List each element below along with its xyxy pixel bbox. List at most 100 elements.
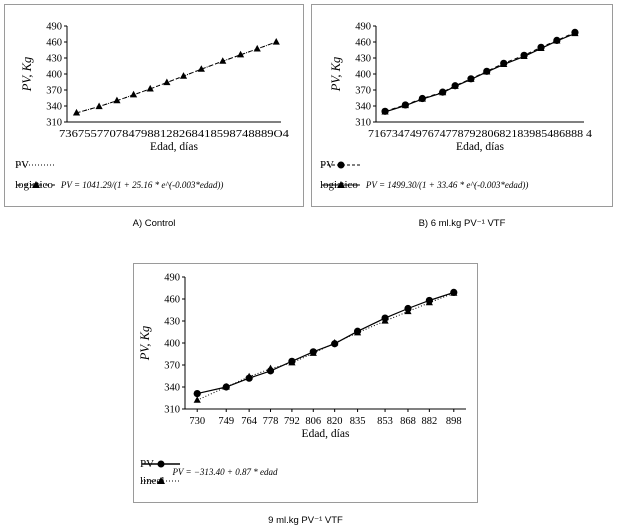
legend-swatch-pv bbox=[17, 164, 55, 166]
y-tick-label: 430 bbox=[46, 54, 62, 65]
y-tick-label: 310 bbox=[355, 118, 371, 129]
y-tick-label: 460 bbox=[355, 38, 371, 49]
data-point-pv bbox=[222, 383, 230, 391]
legend-item-logistico: logistico PV = 1499.30/(1 + 33.46 * e^(-… bbox=[320, 179, 528, 191]
x-tick-label: 820 bbox=[327, 416, 343, 427]
x-tick-label: 853 bbox=[377, 416, 393, 427]
data-point-pv bbox=[425, 296, 433, 305]
x-tick-label: 868 bbox=[400, 416, 416, 427]
data-point-pv bbox=[331, 340, 339, 348]
data-point-pv bbox=[571, 28, 579, 36]
y-tick-label: 340 bbox=[355, 102, 371, 113]
data-point-pv bbox=[404, 304, 412, 313]
chart-b-plot: 310 340 370 400 430 460 490 7167347497674778792… bbox=[329, 22, 593, 154]
data-point-logistico bbox=[113, 96, 121, 104]
chart-panel-c: 310 340 370 400 430 460 490 730 749 764 778 792 806 8… bbox=[133, 263, 478, 503]
y-tick-label: 310 bbox=[164, 405, 180, 416]
data-point-pv bbox=[439, 88, 447, 96]
y-tick-label: 340 bbox=[46, 102, 62, 113]
data-point-pv bbox=[193, 390, 201, 398]
data-point-logistico bbox=[236, 50, 245, 58]
chart-c-plot: 310 340 370 400 430 460 490 730 749 764 778 792 806 8… bbox=[138, 273, 466, 440]
y-tick-label: 370 bbox=[164, 361, 180, 372]
y-tick-label: 460 bbox=[164, 295, 180, 306]
y-axis-title: PV, Kg bbox=[329, 57, 343, 93]
x-tick-label: 764 bbox=[241, 416, 257, 427]
data-point-logistico bbox=[163, 78, 171, 86]
data-point-logistico bbox=[197, 65, 205, 72]
data-point-pv bbox=[266, 367, 275, 375]
y-tick-label: 370 bbox=[355, 86, 371, 97]
series-line-logistico bbox=[384, 32, 576, 113]
y-tick-label: 370 bbox=[46, 86, 62, 97]
y-tick-label: 490 bbox=[355, 22, 371, 33]
chart-caption-a: A) Control bbox=[132, 218, 176, 229]
y-tick-label: 340 bbox=[164, 383, 180, 394]
legend-item-pv: PV bbox=[15, 159, 55, 171]
legend-swatch-lineal bbox=[142, 477, 180, 484]
legend-swatch-pv bbox=[142, 460, 180, 468]
series-line-pv bbox=[384, 31, 576, 112]
model-formula: PV = 1041.29/(1 + 25.16 * e^(-0.003*edad… bbox=[60, 180, 224, 190]
data-point-pv bbox=[288, 357, 296, 365]
chart-caption-c: 9 ml.kg PV⁻¹ VTF bbox=[268, 515, 343, 526]
data-point-pv bbox=[418, 94, 426, 103]
chart-panel-a: 310 340 370 400 430 460 490 7367557707847988128… bbox=[4, 4, 304, 207]
x-axis-title: Edad, días bbox=[302, 428, 350, 440]
series-line-pv bbox=[197, 291, 454, 395]
data-point-lineal bbox=[193, 396, 201, 403]
data-point-pv bbox=[245, 374, 253, 382]
x-tick-labels: 716734749767477879280682183985486888 4 bbox=[368, 129, 593, 140]
legend-swatch-logistico bbox=[17, 181, 55, 188]
x-axis-title: Edad, días bbox=[150, 141, 198, 153]
legend-item-lineal: lineal PV = −313.40 + 0.87 * edad bbox=[140, 467, 277, 487]
model-formula: PV = −313.40 + 0.87 * edad bbox=[172, 467, 278, 477]
x-tick-label: 749 bbox=[218, 416, 234, 427]
x-tick-label: 898 bbox=[446, 416, 462, 427]
x-tick-label: 792 bbox=[284, 416, 300, 427]
data-point-pv bbox=[520, 51, 528, 59]
y-axis-title: PV, Kg bbox=[20, 57, 34, 93]
y-tick-label: 430 bbox=[164, 317, 180, 328]
legend-item-pv: PV bbox=[140, 458, 180, 470]
data-point-pv bbox=[381, 314, 389, 322]
x-tick-label: 730 bbox=[189, 416, 205, 427]
legend-item-logistico: logistico PV = 1041.29/(1 + 25.16 * e^(-… bbox=[15, 179, 223, 191]
data-point-pv bbox=[467, 75, 475, 83]
data-point-pv bbox=[381, 107, 389, 115]
y-tick-label: 460 bbox=[46, 38, 62, 49]
series-line-pv bbox=[76, 41, 277, 114]
legend-swatch-pv bbox=[322, 161, 360, 169]
data-point-logistico bbox=[253, 44, 261, 52]
y-tick-label: 400 bbox=[46, 70, 62, 81]
chart-a-plot: 310 340 370 400 430 460 490 7367557707847988128… bbox=[20, 22, 290, 154]
data-point-pv bbox=[483, 67, 491, 75]
model-formula: PV = 1499.30/(1 + 33.46 * e^(-0.003*edad… bbox=[365, 180, 529, 190]
data-point-pv bbox=[553, 36, 561, 44]
x-tick-label: 806 bbox=[305, 416, 321, 427]
x-tick-label: 882 bbox=[421, 416, 437, 427]
x-tick-labels: 7367557707847988128268418598748889O4 bbox=[59, 129, 290, 140]
data-point-logistico bbox=[272, 38, 280, 45]
legend-swatch-logistico bbox=[322, 181, 360, 188]
y-tick-label: 490 bbox=[46, 22, 62, 33]
data-point-pv bbox=[500, 59, 508, 67]
data-point-pv bbox=[309, 348, 317, 356]
data-point-pv bbox=[401, 101, 409, 109]
data-point-logistico bbox=[129, 90, 138, 98]
chart-caption-b: B) 6 ml.kg PV⁻¹ VTF bbox=[418, 218, 506, 229]
y-tick-label: 400 bbox=[355, 70, 371, 81]
y-tick-label: 400 bbox=[164, 339, 180, 350]
data-point-pv bbox=[353, 327, 362, 335]
legend-label: PV bbox=[15, 159, 30, 171]
data-point-pv bbox=[537, 43, 545, 51]
x-tick-label: 835 bbox=[350, 416, 366, 427]
x-axis-title: Edad, días bbox=[456, 141, 504, 153]
data-point-pv bbox=[451, 82, 459, 90]
y-tick-label: 430 bbox=[355, 54, 371, 65]
y-axis-title: PV, Kg bbox=[138, 326, 152, 362]
data-point-logistico bbox=[95, 102, 103, 110]
y-tick-label: 490 bbox=[164, 273, 180, 284]
y-tick-label: 310 bbox=[46, 118, 62, 129]
data-point-logistico bbox=[72, 108, 81, 116]
